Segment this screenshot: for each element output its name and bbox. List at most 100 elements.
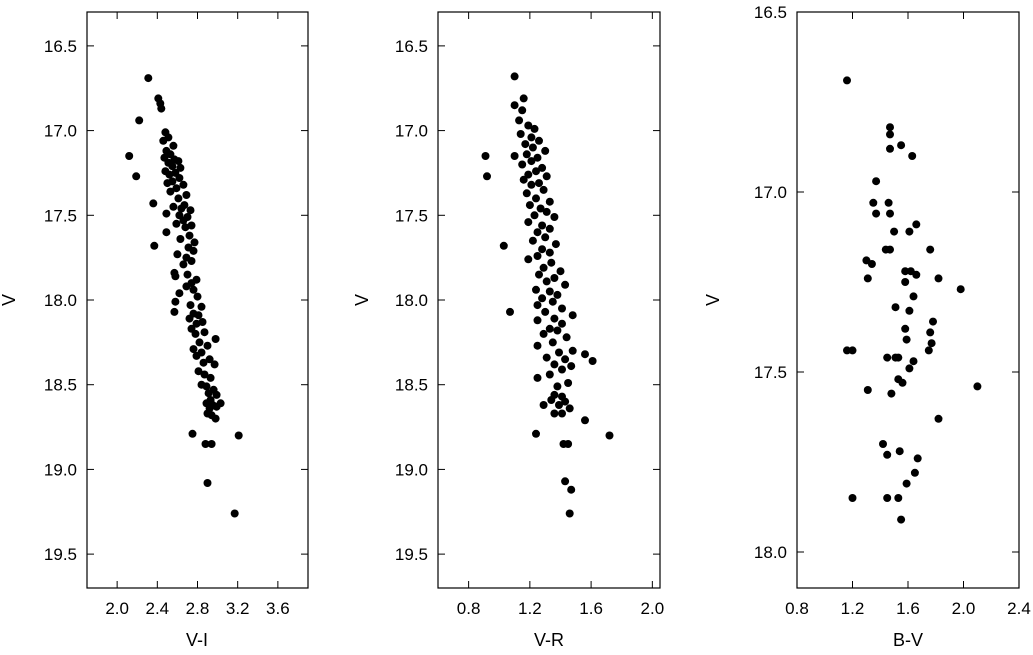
y-tick-label: 19.0 xyxy=(395,460,428,479)
data-point xyxy=(886,144,894,153)
data-point xyxy=(189,345,198,354)
data-point xyxy=(515,116,524,125)
data-point xyxy=(177,204,186,213)
data-point xyxy=(519,175,528,184)
x-tick-label: 1.2 xyxy=(518,599,542,618)
data-point xyxy=(913,454,922,463)
data-point xyxy=(527,180,536,189)
panel-b-v: 0.8 1.2 1.6 2.0 2.4 16.5 17.0 17.5 18.0 B-V V xyxy=(703,3,1031,650)
data-point xyxy=(565,509,574,518)
x-tick-label: 2.4 xyxy=(145,599,169,618)
y-tick-label: 17.5 xyxy=(395,206,428,225)
data-point xyxy=(909,292,918,301)
data-point xyxy=(539,401,548,409)
y-tick-label: 16.5 xyxy=(395,37,428,56)
data-point xyxy=(185,314,194,323)
data-point xyxy=(848,494,857,502)
x-tick-label: 1.2 xyxy=(841,599,865,618)
data-point xyxy=(886,123,894,132)
data-point xyxy=(187,257,196,265)
data-point xyxy=(894,353,903,362)
data-point xyxy=(894,494,903,502)
data-point xyxy=(912,220,921,229)
data-point xyxy=(567,362,576,371)
data-point xyxy=(879,440,887,448)
data-point xyxy=(169,202,178,211)
data-point xyxy=(542,353,551,362)
data-point xyxy=(886,130,894,139)
data-point xyxy=(887,389,896,398)
data-point xyxy=(588,357,597,365)
data-point xyxy=(542,172,551,181)
data-point xyxy=(149,199,158,208)
x-tick-label: 0.8 xyxy=(457,599,481,618)
data-point xyxy=(535,136,543,145)
y-axis-label: V xyxy=(0,294,19,306)
data-point xyxy=(545,197,554,206)
data-point xyxy=(230,509,239,518)
data-point xyxy=(926,328,935,337)
data-point xyxy=(182,191,191,199)
data-point xyxy=(545,287,554,296)
data-point xyxy=(175,174,184,182)
data-point xyxy=(176,235,185,243)
data-point xyxy=(179,180,188,189)
data-point xyxy=(206,373,215,382)
data-point xyxy=(187,221,196,230)
data-point xyxy=(973,382,982,391)
x-tick-label: 1.6 xyxy=(579,599,603,618)
data-point xyxy=(539,329,548,338)
y-axis-label: V xyxy=(352,294,372,306)
y-tick-label: 19.5 xyxy=(44,545,77,564)
data-point xyxy=(173,250,182,259)
data-point xyxy=(205,355,214,364)
y-tick-label: 17.0 xyxy=(44,122,77,141)
data-point xyxy=(886,245,894,254)
data-point xyxy=(176,163,185,172)
data-point xyxy=(929,317,937,326)
data-point xyxy=(956,285,965,294)
x-tick-label: 1.6 xyxy=(896,599,920,618)
data-point xyxy=(872,177,881,186)
data-point xyxy=(533,373,542,382)
data-point xyxy=(150,241,159,250)
x-tick-label: 2.0 xyxy=(641,599,665,618)
y-tick-label: 17.0 xyxy=(754,183,787,202)
x-tick-label: 2.8 xyxy=(186,599,210,618)
data-point xyxy=(199,358,208,367)
data-point xyxy=(171,272,180,281)
data-point xyxy=(886,209,894,218)
data-point xyxy=(581,350,589,359)
data-point xyxy=(553,326,562,335)
y-tick-label: 18.5 xyxy=(395,376,428,395)
data-point xyxy=(926,245,935,254)
data-point xyxy=(547,258,556,267)
data-point xyxy=(211,414,220,423)
data-point xyxy=(530,124,539,133)
data-point xyxy=(863,274,872,283)
data-point xyxy=(568,311,577,320)
data-point xyxy=(910,468,919,477)
data-point xyxy=(538,221,547,230)
data-point xyxy=(192,351,201,360)
data-point xyxy=(524,255,533,264)
data-point xyxy=(522,150,531,159)
data-point xyxy=(203,341,212,350)
x-tick-label: 3.2 xyxy=(226,599,250,618)
data-point xyxy=(211,335,220,343)
data-points xyxy=(481,72,614,518)
data-point xyxy=(518,106,527,115)
data-point xyxy=(533,301,542,310)
data-point xyxy=(883,494,892,502)
data-point xyxy=(561,280,570,289)
y-ticks: 16.5 17.0 17.5 18.0 18.5 19.0 19.5 xyxy=(44,37,308,564)
y-tick-label: 19.0 xyxy=(44,460,77,479)
data-point xyxy=(186,206,195,215)
data-point xyxy=(192,319,201,328)
data-point xyxy=(200,370,209,379)
data-point xyxy=(530,211,539,220)
data-point xyxy=(175,289,184,298)
data-point xyxy=(481,152,490,160)
data-point xyxy=(869,198,878,207)
